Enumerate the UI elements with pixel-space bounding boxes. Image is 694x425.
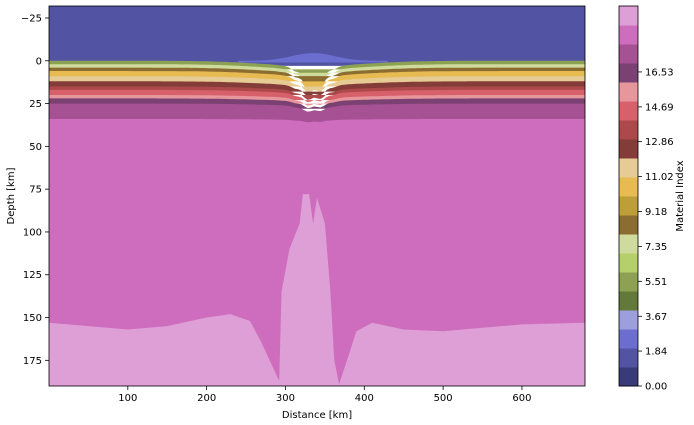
colorbar-tick-label: 16.53 <box>645 67 674 78</box>
colorbar-segment <box>619 25 638 45</box>
y-tick-label: 150 <box>23 313 42 324</box>
colorbar-frame <box>618 5 639 387</box>
y-tick-label: −25 <box>21 13 42 24</box>
y-tick-label: 100 <box>23 227 42 238</box>
x-tick-label: 400 <box>355 393 374 404</box>
colorbar-segment <box>619 234 638 254</box>
bottom-body-material-19 <box>49 194 585 386</box>
colorbar-segment <box>619 6 638 26</box>
colorbar-segment <box>619 63 638 83</box>
y-tick-label: 25 <box>29 99 42 110</box>
x-axis-ticks: 100 200 300 400 500 600 <box>118 386 531 404</box>
colorbar-tick-label: 3.67 <box>645 312 667 323</box>
colorbar-segment <box>619 101 638 121</box>
colorbar-segment <box>619 82 638 102</box>
colorbar-segment <box>619 272 638 292</box>
colorbar-segment <box>619 310 638 330</box>
colorbar-tick-label: 5.51 <box>645 277 667 288</box>
heatmap-plot-area <box>49 6 585 386</box>
colorbar-segment <box>619 329 638 349</box>
y-tick-label: 125 <box>23 270 42 281</box>
colorbar-segment <box>619 177 638 197</box>
colorbar-segment <box>619 158 638 178</box>
y-tick-label: 50 <box>29 142 42 153</box>
y-tick-label: 175 <box>23 356 42 367</box>
x-tick-label: 100 <box>118 393 137 404</box>
colorbar-segment <box>619 291 638 311</box>
layer-material-10 <box>49 71 585 90</box>
colorbar-segment <box>619 253 638 273</box>
layer-material-1 <box>49 6 585 66</box>
colorbar-segment <box>619 44 638 64</box>
colorbar-ticks: 0.00 1.84 3.67 5.51 7.35 9.18 11.02 12.86 14.69 1… <box>638 67 674 393</box>
colorbar-segment <box>619 367 638 387</box>
y-axis-label: Depth [km] <box>6 167 17 224</box>
plot-frame <box>48 5 586 387</box>
surface-bulge <box>238 53 388 63</box>
y-tick-label: 75 <box>29 185 42 196</box>
colorbar-segment <box>619 139 638 159</box>
x-tick-label: 600 <box>512 393 531 404</box>
colorbar-tick-label: 7.35 <box>645 242 667 253</box>
layer-material-13 <box>49 86 585 100</box>
colorbar-tick-label: 1.84 <box>645 347 667 358</box>
colorbar-tick-label: 11.02 <box>645 172 674 183</box>
x-axis-label: Distance [km] <box>282 410 352 421</box>
colorbar-tick-label: 9.18 <box>645 207 667 218</box>
colorbar-label: Material Index <box>675 160 686 231</box>
colorbar-segment <box>619 348 638 368</box>
colorbar <box>619 6 638 387</box>
x-tick-label: 300 <box>276 393 295 404</box>
x-tick-label: 200 <box>197 393 216 404</box>
colorbar-tick-label: 12.86 <box>645 137 674 148</box>
colorbar-tick-label: 14.69 <box>645 102 674 113</box>
x-tick-label: 500 <box>434 393 453 404</box>
layer-material-11 <box>49 76 585 93</box>
colorbar-segment <box>619 196 638 216</box>
y-tick-label: 0 <box>36 56 42 67</box>
colorbar-segment <box>619 215 638 235</box>
colorbar-segment <box>619 120 638 140</box>
layer-material-12 <box>49 81 585 97</box>
colorbar-tick-label: 0.00 <box>645 382 667 393</box>
layer-material-17 <box>49 103 585 125</box>
y-axis-ticks: −25 0 25 50 75 100 125 150 175 <box>21 13 49 367</box>
